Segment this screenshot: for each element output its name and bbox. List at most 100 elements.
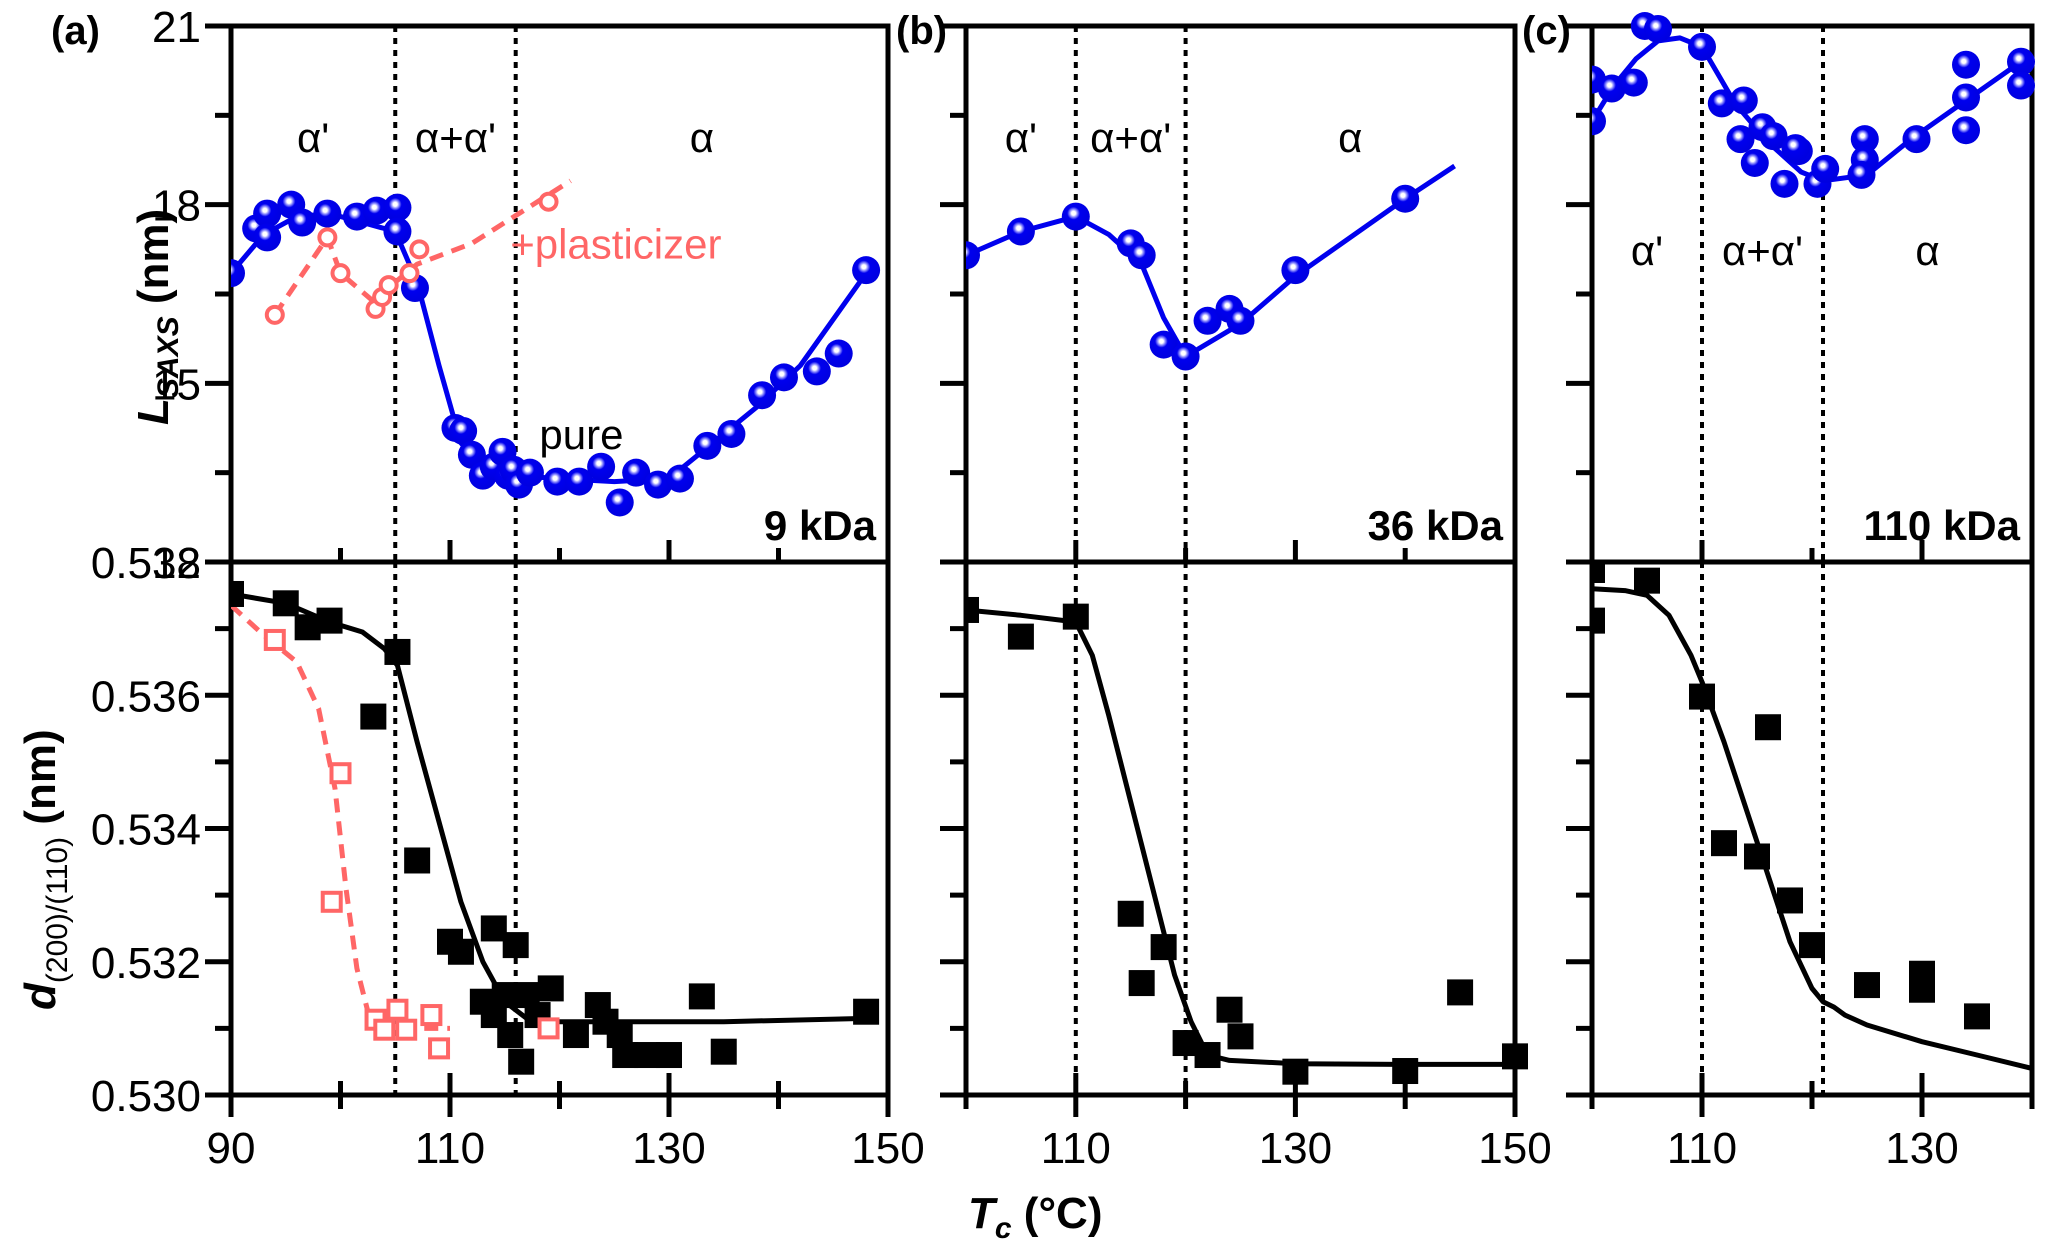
data-point-pure xyxy=(537,975,564,1002)
molecular-weight-label: 110 kDa xyxy=(1864,502,2021,549)
data-point-pure xyxy=(693,431,722,460)
data-point-pure xyxy=(1597,74,1626,103)
data-point-pure xyxy=(543,467,572,496)
data-point-pure xyxy=(1227,1023,1254,1050)
data-point-pure xyxy=(853,998,880,1025)
data-point-pure xyxy=(1726,125,1755,154)
phase-label: α' xyxy=(297,114,329,161)
plot-area xyxy=(966,163,1456,371)
data-point-pure xyxy=(1644,14,1672,43)
data-point-pure xyxy=(231,580,244,607)
data-point-pure xyxy=(313,199,342,228)
panel-c-top: (c) 110 kDa α' α+α' α xyxy=(1522,9,2035,565)
x-tick-label: 130 xyxy=(1885,1124,1958,1173)
panel-c-bottom: 110 130 xyxy=(1566,559,2035,1173)
data-point-pure xyxy=(717,419,746,448)
data-point-pure xyxy=(383,217,412,246)
data-point-pure xyxy=(288,208,317,237)
data-point-pure xyxy=(1282,1058,1309,1085)
data-point-plasticizer xyxy=(409,239,430,260)
data-point-pure xyxy=(1781,134,1810,163)
data-point-plasticizer xyxy=(395,1018,418,1041)
plasticizer-fit-line xyxy=(231,603,450,1031)
phase-label: α xyxy=(1338,114,1362,161)
data-point-pure xyxy=(1226,306,1255,335)
data-point-pure xyxy=(605,488,634,517)
data-point-pure xyxy=(1194,1042,1221,1069)
data-point-pure xyxy=(231,259,245,288)
plot-area xyxy=(231,580,880,1075)
data-point-plasticizer xyxy=(317,227,338,248)
phase-label: α+α' xyxy=(1090,114,1171,161)
data-point-pure xyxy=(748,381,777,410)
data-point-pure xyxy=(1811,154,1840,183)
data-point-plasticizer xyxy=(264,304,285,325)
data-point-pure xyxy=(1007,623,1034,650)
panel-b-top: (b) 36 kDa α' α+α' α xyxy=(896,9,1518,565)
data-point-pure xyxy=(1592,562,1605,583)
data-point-pure xyxy=(634,1042,661,1069)
data-point-plasticizer xyxy=(386,998,409,1021)
phase-label: α' xyxy=(1005,114,1037,161)
data-point-pure xyxy=(1799,932,1825,959)
data-point-pure xyxy=(1902,125,1931,154)
data-point-pure xyxy=(1216,996,1243,1023)
data-point-pure xyxy=(502,932,529,959)
data-point-pure xyxy=(362,196,391,225)
data-point-pure xyxy=(802,357,831,386)
molecular-weight-label: 36 kDa xyxy=(1368,502,1504,549)
data-point-pure xyxy=(1447,979,1474,1006)
data-point-pure xyxy=(383,193,412,222)
data-point-plasticizer xyxy=(330,263,351,284)
molecular-weight-label: 9 kDa xyxy=(764,502,877,549)
phase-label: α xyxy=(690,114,714,161)
x-tick-label: 130 xyxy=(632,1124,705,1173)
data-point-plasticizer xyxy=(538,191,559,212)
series-label-plasticizer: +plasticizer xyxy=(510,220,721,267)
data-point-pure xyxy=(253,223,282,252)
data-point-plasticizer xyxy=(420,1004,443,1027)
y-tick-label: 0.534 xyxy=(91,806,201,855)
data-point-pure xyxy=(1759,122,1788,151)
panel-label: (b) xyxy=(896,9,947,53)
plot-area xyxy=(1592,562,2033,1071)
data-point-pure xyxy=(622,458,651,487)
data-point-pure xyxy=(562,1022,589,1049)
data-point-pure xyxy=(272,590,299,617)
data-point-pure xyxy=(1172,1030,1199,1057)
panel-label: (c) xyxy=(1522,9,1571,53)
data-point-pure xyxy=(1062,603,1089,630)
data-point-pure xyxy=(1964,1003,1990,1030)
data-point-plasticizer xyxy=(263,628,286,651)
y-tick-label: 21 xyxy=(152,3,201,52)
y-tick-label: 18 xyxy=(152,182,201,231)
data-point-pure xyxy=(852,256,881,285)
data-point-pure xyxy=(1755,714,1781,741)
data-point-plasticizer xyxy=(428,1037,451,1060)
phase-label: α+α' xyxy=(415,114,496,161)
data-point-pure xyxy=(384,638,411,665)
data-point-pure xyxy=(587,452,616,481)
data-point-pure xyxy=(1149,330,1178,359)
plots: 12 15 18 21 (a) 9 kDa α' α+α' α pure +plasticizer 9… xyxy=(51,3,2035,1173)
data-point-pure xyxy=(1850,125,1879,154)
data-point-pure xyxy=(1127,241,1156,270)
data-point-pure xyxy=(966,596,979,623)
data-point-pure xyxy=(1711,830,1737,857)
data-point-pure xyxy=(480,915,507,942)
data-point-pure xyxy=(497,1022,524,1049)
data-point-pure xyxy=(1847,160,1876,189)
y-tick-label: 0.538 xyxy=(91,539,201,588)
plot-area xyxy=(966,596,1528,1085)
pure-fit-line xyxy=(966,607,1515,1067)
pure-fit-line xyxy=(966,163,1456,359)
x-tick-label: 110 xyxy=(1041,1124,1111,1173)
data-point-pure xyxy=(1688,32,1716,61)
data-point-pure xyxy=(665,464,694,493)
y-tick-label: 12 xyxy=(152,539,201,588)
data-point-pure xyxy=(1952,116,1980,145)
data-point-plasticizer xyxy=(373,1018,396,1041)
data-point-pure xyxy=(1619,68,1648,97)
y-tick-label: 0.536 xyxy=(91,672,201,721)
